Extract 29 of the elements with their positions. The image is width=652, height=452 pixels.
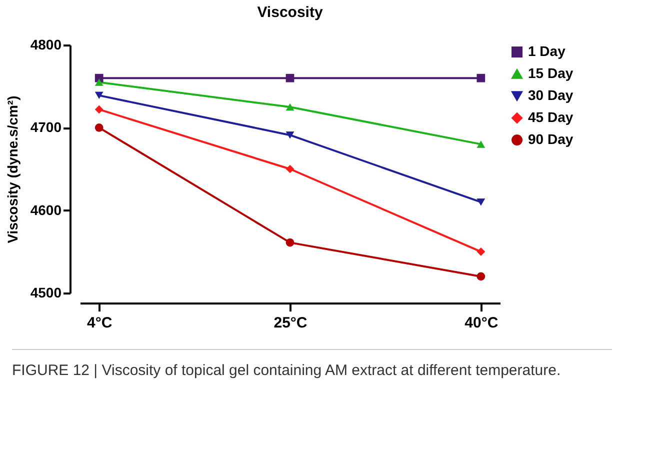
x-tick-label: 4°C	[86, 314, 112, 332]
chart-title: Viscosity	[257, 4, 324, 21]
point	[286, 131, 294, 139]
y-axis-title: Viscosity (dyne.s/cm²)	[4, 96, 20, 244]
legend-label: 90 Day	[528, 131, 574, 147]
point	[476, 140, 486, 148]
point	[476, 198, 486, 206]
y-tick-label: 4700	[30, 119, 62, 136]
y-tick-label: 4600	[30, 202, 62, 218]
legend-label: 30 Day	[528, 87, 574, 103]
point	[286, 238, 294, 247]
legend-label: 1 Day	[528, 43, 566, 59]
x-tick-label: 40°C	[464, 314, 498, 332]
y-tick-label: 4800	[30, 36, 62, 52]
x-tick-label: 25°C	[274, 314, 308, 332]
point	[476, 247, 486, 256]
legend-label: 15 Day	[528, 65, 574, 81]
legend-label: 45 Day	[528, 109, 574, 125]
point	[286, 103, 294, 111]
caption: FIGURE 12 | Viscosity of topical gel containing AM extract at different temperature.	[12, 349, 612, 381]
point	[94, 92, 104, 100]
point	[286, 74, 294, 82]
y-tick-label: 4500	[30, 284, 62, 300]
point	[476, 272, 486, 281]
point	[94, 105, 104, 114]
point	[286, 164, 294, 174]
point	[94, 78, 104, 86]
point	[476, 74, 486, 82]
point	[94, 123, 104, 132]
